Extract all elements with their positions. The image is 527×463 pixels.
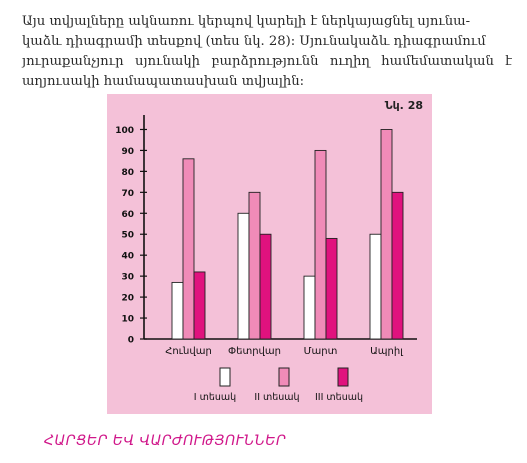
y-tick-label: 100 [115, 126, 134, 136]
bar [182, 158, 195, 340]
bar [171, 281, 184, 340]
y-tick-label: 10 [121, 315, 134, 325]
y-tick-label: 40 [121, 252, 134, 262]
x-tick-label: Մարտ [304, 346, 338, 357]
y-tick-label: 30 [121, 273, 134, 283]
section-heading: ՀԱՐՑԵՐ ԵՎ ՎԱՐԺՈՒԹՅՈՒՆՆԵՐ [44, 433, 287, 449]
x-tick-label: Ապրիլ [370, 346, 404, 357]
bar [369, 233, 382, 340]
legend-swatch [278, 367, 290, 387]
y-tick-label: 50 [121, 231, 134, 241]
legend-swatch [219, 367, 231, 387]
bar [237, 212, 250, 340]
y-tick-label: 20 [121, 294, 134, 304]
y-tick-label: 80 [121, 168, 134, 178]
bar [380, 129, 393, 340]
y-tick-label: 70 [121, 189, 134, 199]
bar-chart: Նկ. 28 0 10 20 30 40 50 60 70 80 90 100 Հունվար Փետր… [115, 99, 423, 403]
paragraph-line: Այս տվյալները ակնառու կերպով կարելի է նե… [22, 14, 471, 29]
bar [259, 233, 272, 340]
chart-figure: Նկ. 28 0 10 20 30 40 50 60 70 80 90 100 Հունվար Փետր… [107, 94, 432, 414]
bar [325, 237, 338, 340]
bar [193, 271, 206, 340]
legend-label: I տեսակ [194, 392, 236, 403]
x-tick-label: Հունվար [165, 346, 212, 357]
y-tick-label: 90 [121, 147, 134, 157]
intro-paragraph: Այս տվյալները ակնառու կերպով կարելի է նե… [22, 12, 512, 92]
bar [303, 275, 316, 340]
paragraph-line: յուրաքանչյուր սյունակի բարձրությունն ուղ… [22, 54, 512, 69]
paragraph-line: աղյուսակի համապատասխան տվյալին: [22, 74, 305, 89]
legend-swatch [337, 367, 349, 387]
paragraph-line: կաձև դիագրամի տեսքով (տես նկ. 28): Սյուն… [22, 34, 486, 49]
legend-label: III տեսակ [315, 392, 363, 403]
y-tick-label: 60 [121, 210, 134, 220]
bar [391, 191, 404, 340]
y-tick-label: 0 [128, 336, 134, 346]
legend-label: II տեսակ [254, 392, 299, 403]
bar [248, 191, 261, 340]
bar [314, 149, 327, 340]
x-tick-label: Փետրվար [228, 346, 281, 357]
figure-label: Նկ. 28 [385, 99, 423, 112]
